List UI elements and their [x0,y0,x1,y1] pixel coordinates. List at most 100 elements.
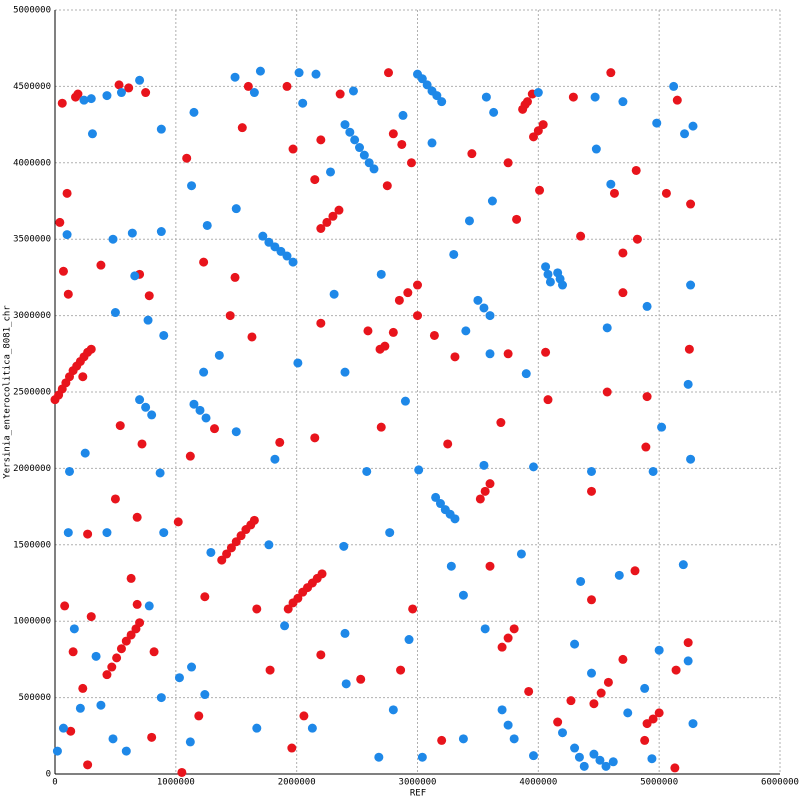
point [450,514,460,524]
point [206,547,216,557]
point [509,624,519,634]
point [364,158,374,168]
point [58,723,68,733]
point [558,728,567,738]
point [435,499,445,509]
point [384,68,393,78]
point [568,92,578,102]
point [529,132,538,142]
point [657,422,667,432]
point [458,734,468,744]
point [640,735,650,745]
point [135,395,145,405]
point [648,466,658,476]
point [614,570,624,580]
point [322,217,332,227]
point [255,66,265,76]
point [596,688,606,698]
point [503,720,513,730]
point [541,262,551,272]
point [512,214,522,224]
point [579,761,589,771]
point [417,752,427,762]
point [141,88,151,98]
point [86,344,96,354]
y-tick-label: 500000 [18,693,51,703]
point [199,367,209,377]
y-tick-label: 5000000 [13,6,51,16]
point [114,80,124,90]
point [127,228,137,238]
point [195,405,205,415]
point [116,644,126,654]
point [400,396,410,406]
point [487,196,497,206]
point [652,118,662,128]
point [317,569,327,579]
point [68,647,78,657]
point [311,69,321,79]
point [173,517,183,527]
point [144,291,154,301]
point [497,705,507,715]
point [124,83,134,93]
point [87,129,97,139]
point [529,751,538,761]
point [210,424,219,434]
point [283,604,293,614]
point [299,711,309,721]
point [686,199,696,209]
y-tick-label: 2000000 [13,464,51,474]
point [252,604,262,614]
point [480,624,490,634]
point [449,249,459,259]
point [282,81,292,91]
point [350,135,360,145]
point [388,129,398,139]
point [601,761,611,771]
point [396,665,406,675]
point [147,732,157,742]
point [574,752,584,762]
point [480,486,490,496]
point [590,92,600,102]
y-tick-label: 2500000 [13,388,51,398]
point [282,251,292,261]
point [595,755,605,765]
y-tick-label: 4000000 [13,158,51,168]
point [618,97,628,107]
point [86,612,96,622]
y-tick-label: 1500000 [13,540,51,550]
point [108,234,118,244]
point [538,120,548,130]
point [177,767,187,777]
point [237,123,247,133]
point [144,601,154,611]
point [589,699,599,709]
point [686,454,696,464]
point [680,129,690,139]
point [382,181,392,191]
point [362,466,372,476]
point [376,269,386,279]
point [132,599,142,609]
point [316,135,326,145]
point [200,690,210,700]
point [397,139,407,149]
point [149,647,159,657]
point [231,537,241,547]
point [185,737,195,747]
point [200,592,210,602]
point [503,349,513,359]
point [618,288,628,298]
point [121,746,131,756]
point [404,635,414,645]
point [225,311,235,321]
point [647,754,657,764]
point [86,94,96,104]
point [155,468,165,478]
point [79,95,89,105]
point [437,735,447,745]
point [73,89,83,99]
